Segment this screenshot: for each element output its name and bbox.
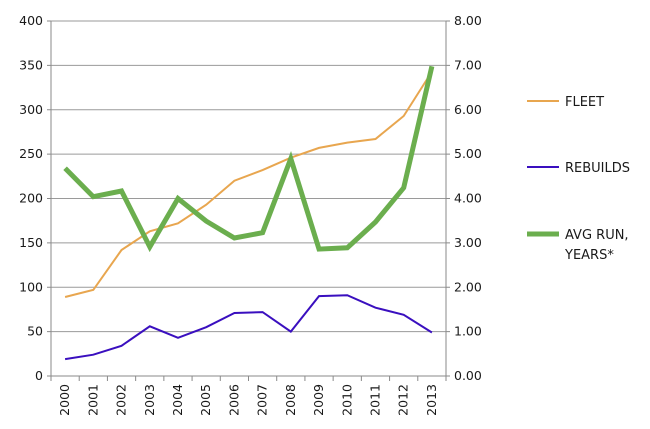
x-axis-ticks: 2000 2001 2002 2003 2004 2005 2006 2007 2008 2009… <box>57 384 439 416</box>
x-tick-label: 2000 <box>57 384 72 416</box>
x-tick-label: 2013 <box>424 384 439 416</box>
x-tick-label: 2006 <box>226 384 241 416</box>
y-axis-left-ticks: 0 50 100 150 200 250 300 350 400 <box>19 13 43 383</box>
x-tick-label: 2012 <box>396 384 411 416</box>
series-line-avg-run-years <box>63 65 435 253</box>
x-tick-label: 2010 <box>339 384 354 416</box>
y-left-tick-label: 300 <box>19 102 43 117</box>
x-tick-label: 2008 <box>283 384 298 416</box>
legend-label-line: AVG RUN, <box>565 228 629 243</box>
gridlines <box>51 20 446 333</box>
legend-label-rebuilds: REBUILDS <box>565 161 630 176</box>
y-right-tick-label: 5.00 <box>454 146 482 161</box>
y-left-tick-label: 250 <box>19 146 43 161</box>
x-tick-label: 2007 <box>255 384 270 416</box>
legend-label-line: FLEET <box>565 95 604 110</box>
y-axis-right-ticks: 0.00 1.00 2.00 3.00 4.00 5.00 6.00 7.00 8.00 <box>454 13 482 383</box>
legend-label-line: REBUILDS <box>565 161 630 176</box>
y-left-tick-label: 400 <box>19 13 43 28</box>
legend: FLEET REBUILDS AVG RUN, YEARS* <box>527 95 630 263</box>
x-tick-label: 2011 <box>367 384 382 416</box>
y-right-tick-label: 8.00 <box>454 13 482 28</box>
x-tick-label: 2004 <box>170 384 185 416</box>
x-tick-label: 2003 <box>142 384 157 416</box>
y-left-tick-label: 50 <box>27 324 43 339</box>
y-right-tick-label: 4.00 <box>454 191 482 206</box>
x-tick-label: 2002 <box>114 384 129 416</box>
y-left-tick-label: 0 <box>35 368 43 383</box>
series-line-fleet <box>64 71 433 298</box>
legend-label-fleet: FLEET <box>565 95 604 110</box>
legend-label-avg-run-years: AVG RUN, YEARS* <box>564 228 629 263</box>
y-left-tick-label: 200 <box>19 191 43 206</box>
y-right-tick-label: 1.00 <box>454 324 482 339</box>
y-left-tick-label: 150 <box>19 235 43 250</box>
x-tick-label: 2009 <box>311 384 326 416</box>
y-right-tick-label: 3.00 <box>454 235 482 250</box>
y-right-tick-label: 2.00 <box>454 279 482 294</box>
legend-label-line: YEARS* <box>564 248 614 263</box>
y-left-tick-label: 100 <box>19 279 43 294</box>
x-tick-label: 2005 <box>198 384 213 416</box>
axes <box>47 20 450 381</box>
series-lines <box>63 65 435 361</box>
y-left-tick-label: 350 <box>19 57 43 72</box>
series-line-rebuilds <box>64 294 433 361</box>
x-tick-label: 2001 <box>85 384 100 416</box>
y-right-tick-label: 6.00 <box>454 102 482 117</box>
y-right-tick-label: 7.00 <box>454 57 482 72</box>
y-right-tick-label: 0.00 <box>454 368 482 383</box>
